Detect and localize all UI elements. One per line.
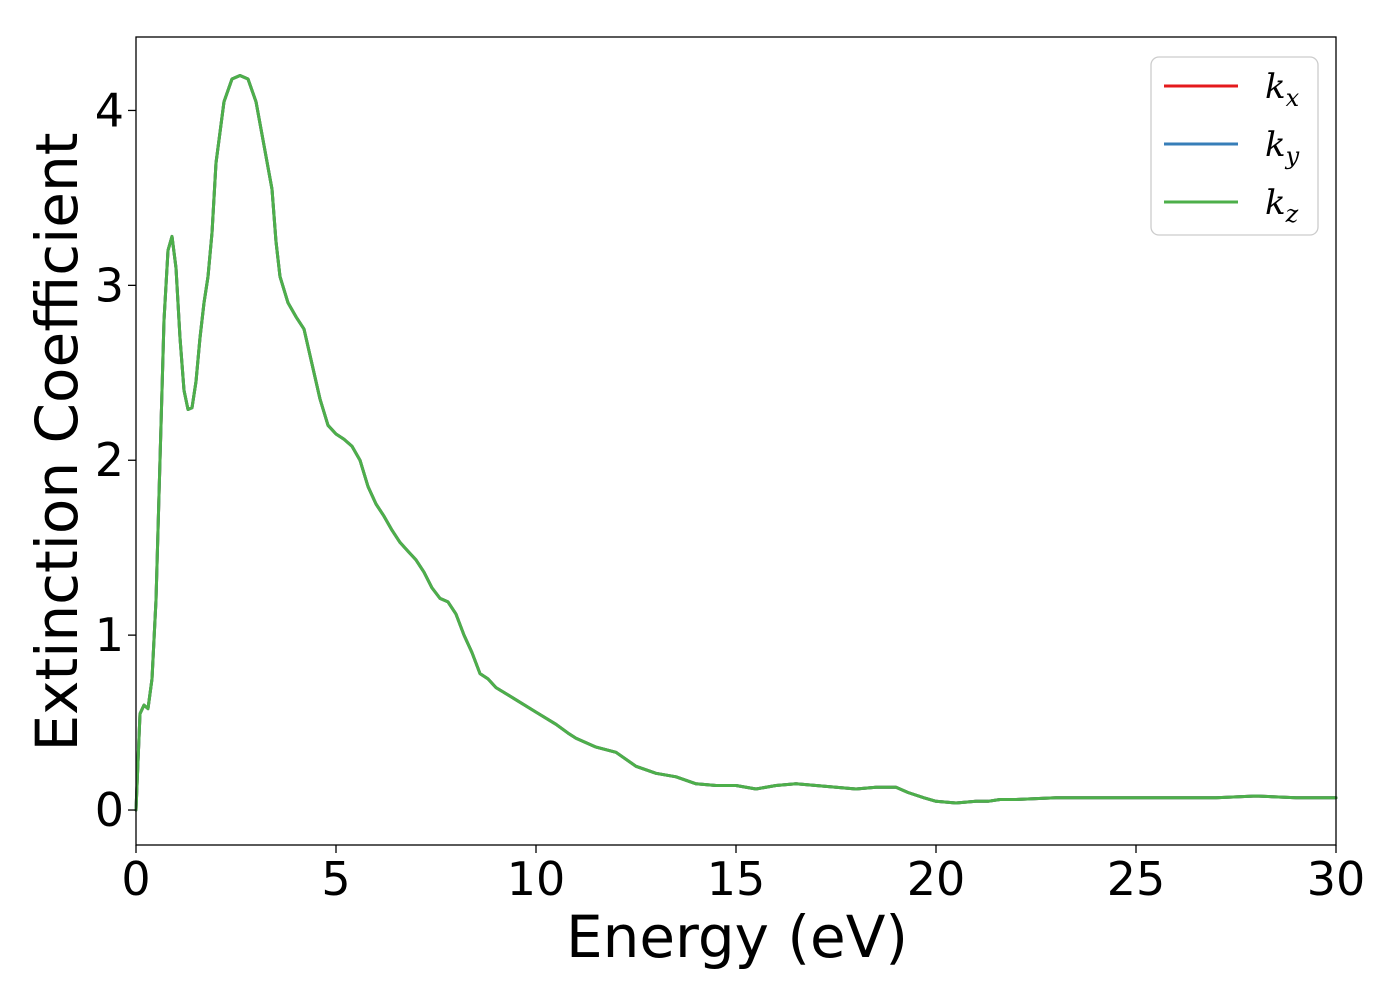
x-tick-label: 5 [321, 852, 350, 906]
x-tick-label: 25 [1107, 852, 1166, 906]
x-tick-label: 15 [707, 852, 766, 906]
legend-label-ky: ky [1265, 125, 1300, 170]
y-tick-label: 4 [95, 83, 124, 137]
y-tick-label: 2 [95, 433, 124, 487]
y-tick-label: 3 [95, 258, 124, 312]
legend-label-kz: kz [1265, 183, 1299, 228]
x-tick-label: 30 [1307, 852, 1366, 906]
x-tick-label: 20 [907, 852, 966, 906]
legend-label-kx: kx [1265, 67, 1300, 112]
series-line-kz [134, 74, 1338, 812]
y-axis-ticks: 0 1 2 3 4 [95, 83, 136, 837]
series-layer [134, 74, 1338, 812]
x-tick-label: 0 [121, 852, 150, 906]
y-tick-label: 0 [95, 783, 124, 837]
legend-box [1150, 56, 1319, 236]
y-tick-label: 1 [95, 608, 124, 662]
x-axis-label: Energy (eV) [566, 903, 908, 971]
x-axis-ticks: 0 5 10 15 20 25 30 [121, 845, 1365, 906]
legend: kx ky kz [1150, 56, 1319, 236]
x-tick-label: 10 [507, 852, 566, 906]
y-axis-label: Extinction Coefficient [23, 133, 91, 752]
